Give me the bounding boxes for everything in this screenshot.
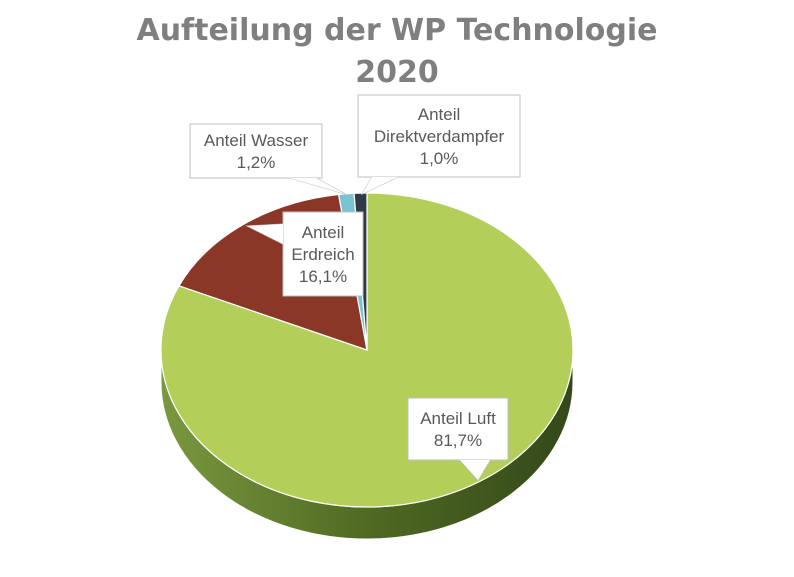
callout-erdreich-label: Erdreich: [291, 245, 354, 264]
chart-title-line-1: Aufteilung der WP Technologie: [136, 13, 658, 48]
callout-direktverdampfer: Anteil Direktverdampfer 1,0%: [357, 94, 521, 196]
callout-wasser: Anteil Wasser 1,2%: [189, 123, 346, 195]
callouts: Anteil Luft81,7%AnteilErdreich16,1%Antei…: [189, 94, 521, 481]
callout-direktverdampfer-value: 1,0%: [420, 149, 459, 168]
callout-direktverdampfer-label: Direktverdampfer: [374, 127, 505, 146]
callout-wasser-value: 1,2%: [237, 153, 276, 172]
callout-luft: Anteil Luft 81,7%: [407, 397, 509, 481]
chart-title-line-2: 2020: [355, 55, 439, 90]
callout-wasser-label: Anteil Wasser: [204, 131, 309, 150]
pie-top: [160, 192, 574, 508]
callout-erdreich-value: 16,1%: [299, 267, 347, 286]
chart-title: Aufteilung der WP Technologie 2020: [0, 10, 794, 94]
callout-luft-value: 81,7%: [434, 431, 482, 450]
callout-direktverdampfer-label: Anteil: [418, 105, 461, 124]
callout-luft-label: Anteil Luft: [420, 409, 496, 428]
callout-erdreich: Anteil Erdreich 16,1%: [245, 211, 364, 297]
callout-erdreich-label: Anteil: [302, 223, 345, 242]
